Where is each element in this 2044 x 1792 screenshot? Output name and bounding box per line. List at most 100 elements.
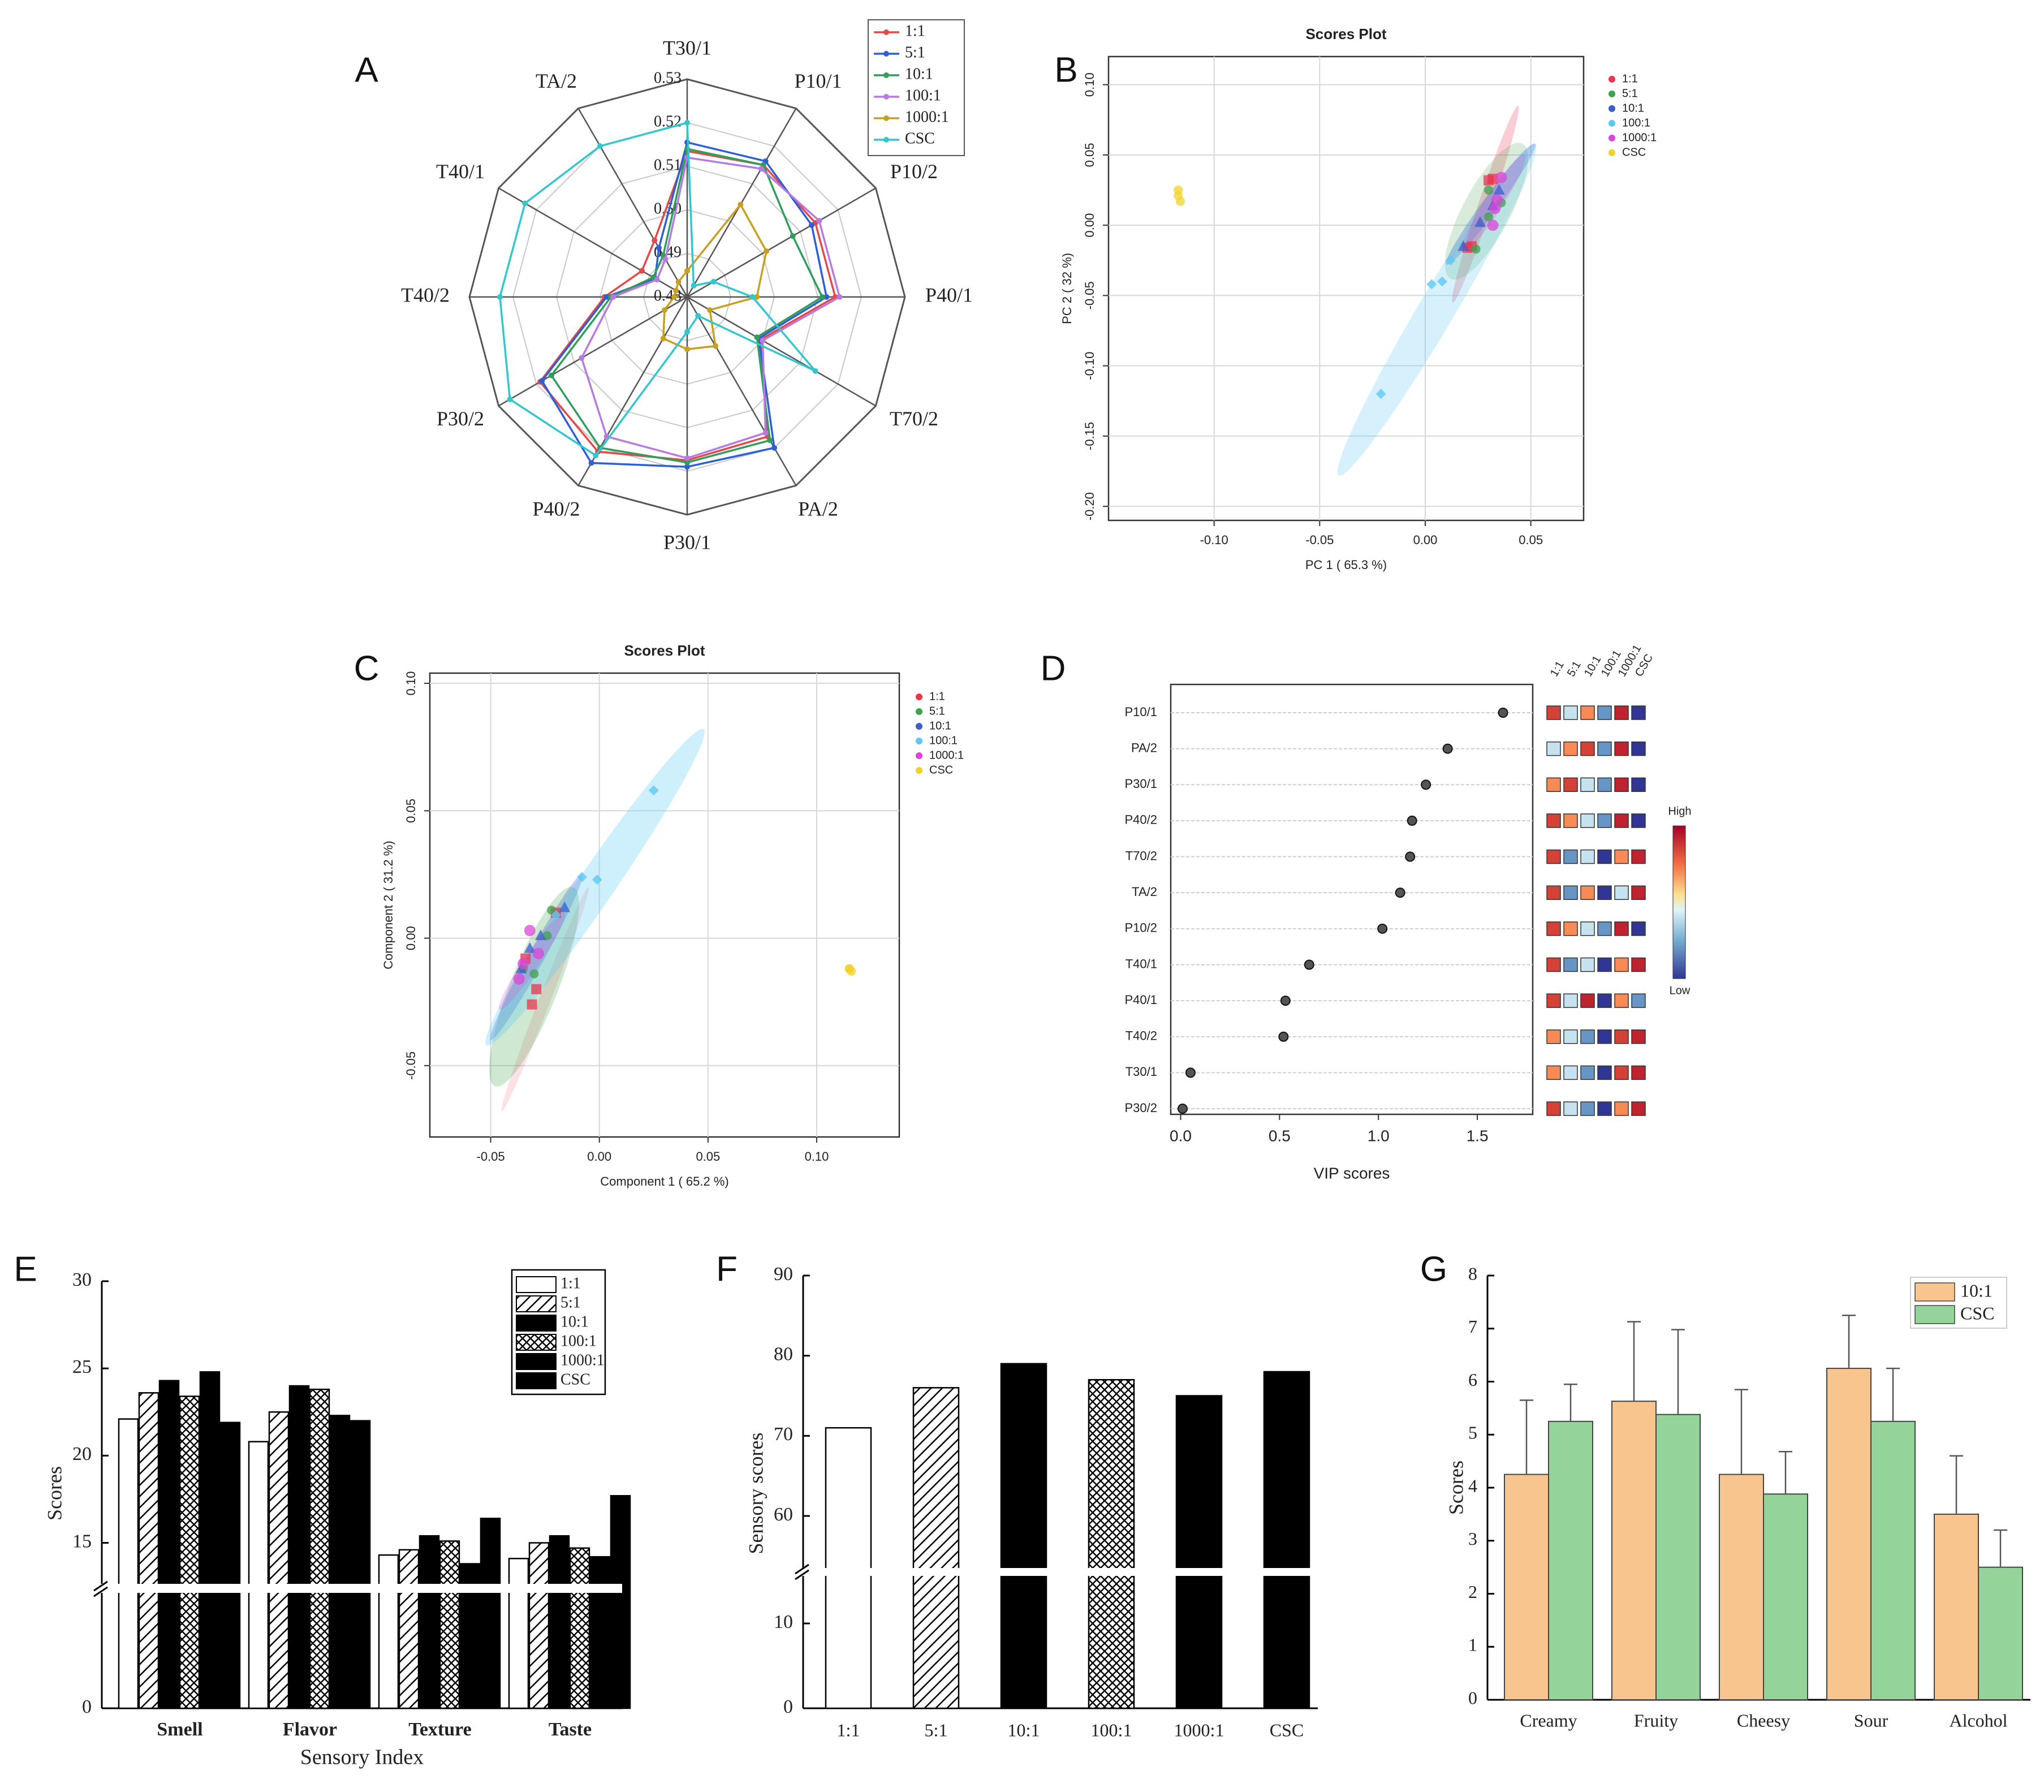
scatter-legend-marker — [916, 693, 922, 700]
scatter-xtick-label: -0.05 — [1305, 533, 1334, 547]
scatter-legend-label: 5:1 — [1622, 87, 1638, 100]
e-bar — [528, 1542, 550, 1709]
heatmap-cell — [1614, 813, 1629, 828]
heatmap-cell — [1597, 921, 1612, 936]
scatter-ytick-label: 0.00 — [1083, 213, 1097, 238]
e-bar — [158, 1380, 180, 1709]
radar-legend-box — [868, 19, 965, 156]
heatmap-cell — [1580, 1101, 1595, 1116]
g-ytick-label: 1 — [1468, 1635, 1477, 1655]
panel-label-d: D — [1041, 649, 1066, 688]
radar-legend-marker — [883, 29, 889, 35]
f-category-label: 5:1 — [925, 1720, 948, 1740]
g-bar — [1870, 1420, 1916, 1700]
vip-category-label: P10/2 — [1125, 921, 1158, 935]
e-xlabel: Sensory Index — [300, 1746, 424, 1769]
heatmap-cell — [1563, 705, 1578, 720]
radar-axis-label: P40/1 — [925, 283, 973, 306]
heatmap-cell — [1580, 849, 1595, 864]
scatter-ytick-label: -0.05 — [1083, 281, 1097, 309]
heatmap-cell — [1580, 777, 1595, 792]
scatter-point — [576, 872, 587, 882]
heatmap-cell — [1563, 1065, 1578, 1080]
heatmap-cell — [1631, 705, 1646, 720]
scatter-point — [1426, 279, 1437, 290]
e-bar — [309, 1388, 330, 1709]
scatter-legend-label: CSC — [1622, 146, 1646, 158]
g-bar — [1978, 1566, 2023, 1700]
heatmap-cell — [1614, 705, 1629, 720]
heatmap-cell — [1546, 885, 1561, 900]
radar-point — [672, 287, 679, 294]
scatter-legend-marker — [1609, 120, 1615, 127]
e-bar — [199, 1371, 221, 1709]
vip-point — [1177, 1104, 1188, 1114]
radar-spoke — [498, 296, 688, 407]
vip-category-label: P40/2 — [1125, 813, 1158, 827]
radar-spoke — [577, 107, 688, 298]
scatter-ytick-label: -0.15 — [1083, 422, 1097, 450]
radar-point — [603, 294, 610, 300]
radar-point — [548, 372, 554, 378]
radar-legend-marker — [883, 72, 889, 78]
radar-point — [588, 460, 594, 466]
panel-label-g: G — [1420, 1250, 1447, 1289]
scatter-point — [550, 910, 561, 921]
scatter-point — [1484, 186, 1493, 195]
scatter-point — [1375, 389, 1386, 399]
e-bar — [138, 1392, 159, 1709]
radar-point — [691, 282, 697, 288]
radar-point — [758, 166, 764, 172]
radar-axis-label: PA/2 — [798, 498, 838, 520]
panel-label-b: B — [1054, 50, 1077, 89]
heatmap-cell — [1631, 813, 1646, 828]
heatmap-cell — [1597, 1065, 1612, 1080]
e-legend-swatch — [516, 1276, 557, 1293]
scatter-point — [1487, 174, 1498, 184]
scatter-point — [1491, 194, 1503, 206]
color-scale-low: Low — [1670, 984, 1691, 997]
vip-plot-area — [1170, 683, 1534, 1115]
scatter-legend-label: CSC — [929, 764, 953, 776]
radar-legend-label: 1000:1 — [905, 108, 949, 126]
e-bar — [610, 1495, 631, 1709]
e-category-label: Taste — [549, 1719, 592, 1740]
heatmap-cell — [1563, 1029, 1578, 1044]
vip-category-label: PA/2 — [1131, 740, 1157, 755]
heatmap-cell — [1597, 705, 1612, 720]
scatter-point — [1474, 216, 1486, 227]
heatmap-cell — [1546, 921, 1561, 936]
e-legend-swatch — [516, 1372, 557, 1389]
e-legend-label: 10:1 — [560, 1313, 589, 1330]
radar-point — [652, 237, 658, 243]
vip-category-label: P30/1 — [1125, 777, 1158, 791]
radar-legend-marker — [883, 51, 889, 57]
heatmap-cell — [1614, 777, 1629, 792]
g-legend-label: 10:1 — [1960, 1280, 1993, 1300]
panel-label-f: F — [716, 1250, 738, 1289]
f-bar — [912, 1387, 960, 1709]
confidence-ellipse — [501, 887, 589, 1112]
heatmap-cell — [1597, 813, 1612, 828]
heatmap-cell — [1614, 957, 1629, 972]
g-category-label: Creamy — [1520, 1710, 1577, 1730]
f-ylabel: Sensory scores — [744, 1433, 767, 1554]
radar-point — [771, 445, 777, 451]
heatmap-cell — [1614, 1029, 1629, 1044]
radar-point — [597, 143, 603, 149]
radar-point — [539, 378, 545, 384]
e-bar — [288, 1385, 310, 1709]
g-bar — [1826, 1368, 1871, 1700]
e-ytick-label: 0 — [82, 1696, 92, 1717]
e-bar — [569, 1547, 590, 1709]
g-category-label: Fruity — [1634, 1710, 1678, 1730]
radar-point — [684, 464, 690, 470]
radar-point — [684, 268, 690, 274]
e-category-label: Flavor — [283, 1719, 337, 1740]
radar-axis-label: TA/2 — [536, 70, 577, 92]
g-bar — [1655, 1414, 1701, 1700]
vip-category-label: T30/1 — [1126, 1065, 1157, 1079]
vip-xtick-label: 1.0 — [1368, 1127, 1390, 1144]
scatter-ytick-label: 0.10 — [1083, 72, 1097, 97]
panel-a: T30/1 P10/1 P10/2 P40/1 T70/2 PA/2 P30/1 P40/2 P… — [401, 19, 973, 553]
